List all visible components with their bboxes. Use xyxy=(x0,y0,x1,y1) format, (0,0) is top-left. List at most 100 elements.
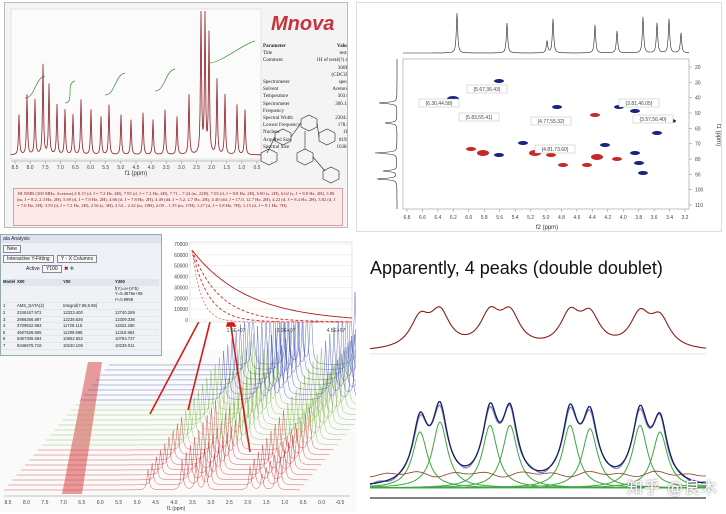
tick-label: 1.5 xyxy=(223,165,230,171)
x-tick-label: 5.4 xyxy=(512,215,519,221)
stacked-spectrum-trace xyxy=(33,407,330,456)
annotation-box xyxy=(618,98,660,108)
param-cell: Spectrometer xyxy=(263,101,290,107)
add-icon[interactable]: ✚ xyxy=(69,266,74,272)
stack-x-tick: 6.0 xyxy=(97,500,104,506)
table-row[interactable]: 5 4507528.855 11299.698 11316.962 xyxy=(3,330,159,337)
mnova-axis-label: f1 (ppm) xyxy=(125,171,147,177)
table-cell: 5 xyxy=(3,329,6,335)
cross-peak xyxy=(477,150,489,156)
peak-annotation: {4.81,73.60} xyxy=(542,147,569,153)
tick-label: 7.5 xyxy=(42,165,49,171)
nmr-peak-list-text: 1H NMR (300 MHz, Acetone) δ 8.15 (d, J =… xyxy=(13,188,343,226)
x-tick-label: 5.2 xyxy=(527,215,534,221)
apparent-spectrum-curve xyxy=(369,306,707,350)
stacked-spectrum-trace xyxy=(92,303,356,386)
tick-label: 4.5 xyxy=(133,165,140,171)
table-row[interactable]: 2 2346167.972 12323.400 12740.269 xyxy=(3,310,159,317)
stacked-spectrum-trace xyxy=(46,385,342,441)
interactive-fitting-button[interactable]: Interactive Y-Fitting xyxy=(3,255,54,263)
stacked-spectrum-trace xyxy=(83,318,356,396)
table-cell: AMS_DATA(2) xyxy=(17,303,45,309)
table-cell: 12740.269 xyxy=(115,309,135,315)
param-row: Nucleus 1H xyxy=(263,129,347,136)
table-cell: 12309.336 xyxy=(115,316,135,322)
stack-x-tick: 6.5 xyxy=(78,500,85,506)
tick-label: 7.0 xyxy=(57,165,64,171)
stack-x-label: f1 (ppm) xyxy=(167,506,186,512)
table-cell xyxy=(115,303,159,309)
param-row: Solvent Acetone xyxy=(263,86,347,93)
table-row[interactable]: 6 5367306.594 10652.552 10784.737 xyxy=(3,336,159,343)
peak-annotation: {5.83,55.41} xyxy=(466,115,493,121)
param-row: Frequency xyxy=(263,108,347,115)
tick-label: 8.5 xyxy=(12,165,19,171)
tick-label: 5.5 xyxy=(102,165,109,171)
decay-curve xyxy=(191,249,352,323)
yx-columns-button[interactable]: Y - X Columns xyxy=(56,255,98,263)
param-cell: 16384 xyxy=(336,144,348,150)
integral-curve xyxy=(104,72,126,96)
param-row: Spectral Size 16384 xyxy=(263,144,348,151)
spectrum-trace xyxy=(10,10,261,156)
param-cell: Acquired Size xyxy=(263,137,292,143)
param-row: Temperature 303.0 xyxy=(263,93,347,100)
cross-peak xyxy=(546,153,556,157)
table-cell: 2986266.897 xyxy=(17,316,42,322)
x-tick-label: 6.2 xyxy=(450,215,457,221)
component-peak xyxy=(370,424,706,489)
peak-annotation: {4.77,55.32} xyxy=(538,119,565,125)
cross-peak xyxy=(466,147,476,151)
peak-annotation: {5.67,36.43} xyxy=(474,87,501,93)
component-peak xyxy=(370,431,707,489)
table-row[interactable]: 4 3709632.983 11725.115 11822.260 xyxy=(3,323,159,330)
table-row[interactable]: 3 2986266.897 12238.626 12309.336 xyxy=(3,317,159,324)
headline-text: Apparently, 4 peaks (double doublet) xyxy=(370,258,663,278)
decay-x-tick: 1.5E+07 xyxy=(227,328,246,334)
mnova-logo: Mnova xyxy=(271,13,335,35)
y-tick-label: 70 xyxy=(695,142,701,148)
cross-peak xyxy=(612,157,622,161)
x-tick-label: 3.6 xyxy=(651,215,658,221)
active-select[interactable]: Y100 xyxy=(42,265,62,273)
table-cell: 6346676.719 xyxy=(17,342,42,348)
stack-x-tick: 1.5 xyxy=(263,500,270,506)
cross-peak xyxy=(634,161,644,165)
table-row[interactable]: 7 6346676.719 10240.108 10236.011 xyxy=(3,343,159,350)
decay-y-tick: 40000 xyxy=(174,275,188,281)
left-projection xyxy=(374,59,398,209)
y-tick-label: 30 xyxy=(695,80,701,86)
stacked-spectrum-trace xyxy=(20,429,317,471)
param-cell: 2304.8 xyxy=(335,116,348,122)
stacked-spectrum-trace xyxy=(25,422,322,466)
param-cell: test4 xyxy=(339,51,347,57)
column-header: X00 xyxy=(17,279,25,284)
x-tick-label: 6.0 xyxy=(465,215,472,221)
stack-x-tick: 2.0 xyxy=(244,500,251,506)
param-cell: Frequency xyxy=(263,108,285,114)
y-tick-label: 90 xyxy=(695,172,701,178)
cross-peak xyxy=(652,131,662,135)
param-cell: 178.8 xyxy=(337,123,348,129)
x-tick-label: 5.0 xyxy=(543,215,550,221)
deconvolution-plot xyxy=(369,306,707,499)
y-tick-label: 40 xyxy=(695,96,701,102)
table-row[interactable]: 1 AMS_DATA(2) Integral(7.68,6.96) xyxy=(3,303,159,310)
param-cell: 1H of test4(?) at 300K xyxy=(316,58,348,71)
param-cell: Temperature xyxy=(263,94,289,100)
new-button[interactable]: New xyxy=(3,245,22,253)
param-row: Spectrometer spect xyxy=(263,79,347,86)
data-analysis-dialog[interactable]: ata Analysis New Interactive Y-Fitting Y… xyxy=(0,234,162,356)
decay-plot: 70000 60000 50000 40000 30000 20000 10000 0 1.5E… xyxy=(174,241,353,334)
tick-label: 4.0 xyxy=(148,165,155,171)
watermark-text: 知乎 @良木 xyxy=(626,478,718,497)
decay-y-tick: 50000 xyxy=(174,264,188,270)
column-header: Model xyxy=(3,279,16,284)
remove-icon[interactable]: ✖ xyxy=(64,266,69,272)
param-cell: 8192 xyxy=(339,137,348,143)
stack-x-tick: 3.0 xyxy=(207,500,214,506)
param-row: Lowest Frequency 178.8 xyxy=(263,122,348,129)
stacked-spectrum-trace xyxy=(50,378,347,436)
table-cell: 3 xyxy=(3,316,6,322)
tick-label: 3.0 xyxy=(178,165,185,171)
